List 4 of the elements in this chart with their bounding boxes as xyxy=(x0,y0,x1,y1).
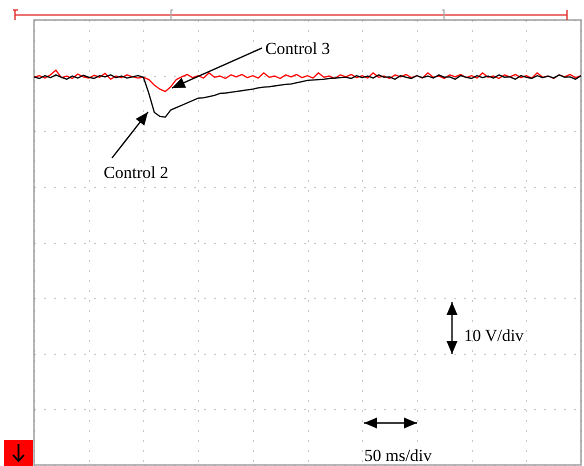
series-label: Control 3 xyxy=(265,39,330,58)
annotation: 10 V/div xyxy=(464,326,524,345)
text: Control 2 xyxy=(104,163,168,182)
annotation: 50 ms/div xyxy=(364,446,432,465)
